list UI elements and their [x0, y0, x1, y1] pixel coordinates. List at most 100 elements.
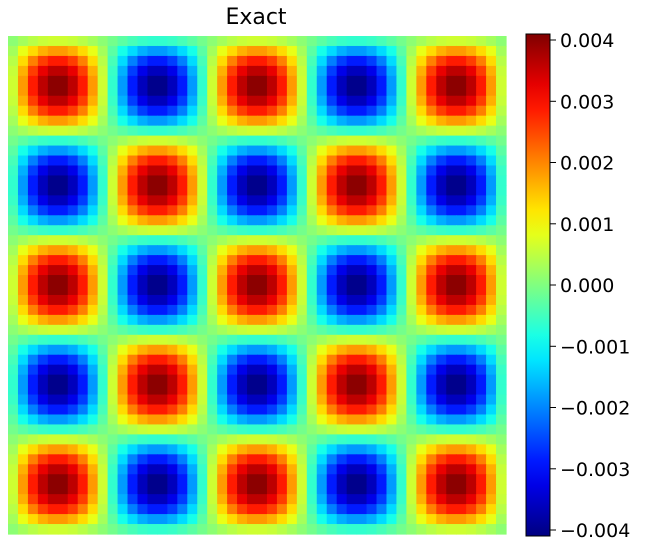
heatmap-cell [356, 85, 368, 97]
heatmap-cell [127, 474, 139, 485]
heatmap-cell [336, 95, 348, 107]
heatmap-cell [57, 275, 69, 286]
heatmap-cell [227, 294, 238, 306]
heatmap-cell [496, 45, 507, 57]
heatmap-cell [446, 444, 457, 455]
heatmap-cell [157, 344, 168, 356]
heatmap-cell [446, 255, 457, 266]
heatmap-cell [466, 444, 477, 455]
heatmap-cell [167, 245, 178, 256]
heatmap-cell [217, 524, 228, 535]
heatmap-cell [496, 275, 507, 286]
heatmap-cell [326, 125, 338, 137]
heatmap-cell [37, 424, 49, 435]
heatmap-cell [227, 394, 238, 406]
heatmap-cell [366, 85, 378, 97]
heatmap-cell [496, 65, 507, 77]
heatmap-cell [227, 185, 238, 196]
heatmap-cell [416, 225, 427, 236]
heatmap-cell [197, 484, 208, 495]
heatmap-cell [57, 444, 69, 455]
heatmap-cell [466, 334, 477, 346]
heatmap-cell [17, 424, 29, 435]
heatmap-cell [107, 85, 119, 97]
heatmap-cell [37, 65, 49, 77]
heatmap-cell [356, 255, 368, 266]
heatmap-cell [396, 275, 407, 286]
heatmap-cell [227, 265, 238, 276]
heatmap-cell [147, 205, 158, 216]
heatmap-cell [476, 115, 487, 127]
heatmap-cell [247, 354, 258, 366]
heatmap-cell [227, 125, 238, 137]
heatmap-cell [426, 165, 437, 177]
heatmap-cell [207, 135, 218, 147]
heatmap-cell [37, 484, 49, 495]
heatmap-cell [237, 95, 248, 107]
heatmap-cell [286, 205, 298, 216]
heatmap-cell [57, 414, 69, 426]
heatmap-cell [47, 494, 59, 505]
heatmap-cell [147, 55, 158, 67]
heatmap-cell [237, 195, 248, 206]
heatmap-cell [67, 165, 79, 177]
heatmap-cell [416, 474, 427, 485]
heatmap-cell [416, 484, 427, 495]
heatmap-cell [247, 474, 258, 485]
heatmap-cell [187, 344, 198, 356]
heatmap-cell [476, 135, 487, 147]
heatmap-cell [27, 145, 39, 157]
heatmap-cell [107, 474, 119, 485]
heatmap-cell [376, 294, 388, 306]
heatmap-cell [107, 205, 119, 216]
heatmap-cell [247, 115, 258, 127]
heatmap-cell [57, 464, 69, 475]
heatmap-cell [147, 384, 158, 396]
heatmap-cell [376, 45, 388, 57]
heatmap-cell [87, 65, 99, 77]
heatmap-cell [496, 75, 507, 87]
heatmap-cell [47, 474, 59, 485]
heatmap-cell [227, 314, 238, 326]
heatmap-cell [137, 414, 149, 426]
heatmap-cell [476, 275, 487, 286]
heatmap-cell [286, 245, 298, 256]
heatmap-cell [207, 404, 218, 416]
heatmap-cell [466, 494, 477, 505]
heatmap-cell [306, 195, 318, 206]
heatmap-cell [8, 324, 19, 336]
heatmap-cell [187, 265, 198, 276]
heatmap-cell [266, 205, 278, 216]
heatmap-cell [67, 354, 79, 366]
heatmap-cell [37, 524, 49, 535]
heatmap-cell [276, 374, 288, 386]
heatmap-cell [306, 65, 318, 77]
heatmap-cell [446, 115, 457, 127]
heatmap-cell [67, 424, 79, 435]
heatmap-cell [47, 65, 59, 77]
heatmap-cell [237, 105, 248, 117]
heatmap-cell [286, 195, 298, 206]
heatmap-cell [306, 314, 318, 326]
heatmap-cell [247, 45, 258, 57]
heatmap-cell [296, 165, 308, 177]
heatmap-cell [197, 464, 208, 475]
heatmap-cell [97, 344, 109, 356]
heatmap-cell [137, 524, 149, 535]
heatmap-cell [426, 374, 437, 386]
heatmap-cell [237, 384, 248, 396]
heatmap-cell [456, 195, 467, 206]
heatmap-cell [366, 454, 378, 465]
heatmap-cell [406, 504, 417, 515]
heatmap-cell [57, 344, 69, 356]
heatmap-cell [356, 314, 368, 326]
heatmap-cell [326, 185, 338, 196]
heatmap-cell [406, 464, 417, 475]
heatmap-cell [107, 294, 119, 306]
heatmap-cell [486, 175, 497, 186]
heatmap-cell [446, 75, 457, 87]
heatmap-cell [426, 285, 437, 296]
heatmap-cell [456, 275, 467, 286]
heatmap-cell [177, 55, 188, 67]
heatmap-cell [127, 135, 139, 147]
